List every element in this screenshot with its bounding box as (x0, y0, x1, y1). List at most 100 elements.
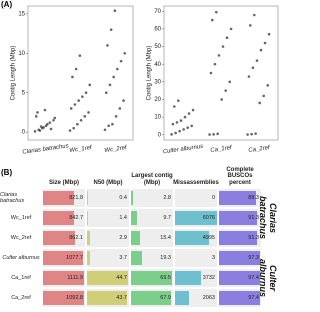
panel-label: (B) (1, 168, 13, 177)
value-label: 2063 (202, 295, 215, 301)
bar (43, 231, 76, 245)
point (262, 94, 265, 98)
value-label: 69.5 (160, 275, 171, 281)
table-cell: 88.3 (218, 188, 262, 208)
value-label: 91.3 (248, 215, 259, 221)
table-cell: 19.3 (130, 248, 174, 268)
value-label: 6076 (202, 215, 215, 221)
point (213, 62, 217, 66)
point (191, 108, 195, 112)
table-cell: 842.7 (42, 208, 86, 228)
table-cell: 1111.9 (42, 268, 86, 288)
group-label: Clarias batrachus (258, 196, 278, 240)
point (212, 133, 215, 136)
panel-b: Size (Mbp) 821.8 842.7 862.1 1077.7 1111.9 109… (0, 166, 281, 312)
value-label: 1111.9 (67, 275, 83, 281)
point (84, 91, 88, 95)
column-header: N50 (Mbp) (93, 179, 123, 186)
value-label: 9.7 (163, 215, 171, 221)
table-cell: 97.3 (218, 248, 262, 268)
y-tick-label: 10 (154, 115, 161, 121)
bar (87, 291, 127, 305)
value-label: 3732 (202, 275, 215, 281)
value-label: 2.8 (163, 195, 171, 201)
table-cell: 1.4 (86, 208, 130, 228)
y-tick-label: 70 (154, 9, 161, 15)
plot-area (27, 5, 134, 141)
bar (43, 291, 84, 305)
y-tick-label: 0 (22, 130, 26, 136)
table-cell: 69.5 (130, 268, 174, 288)
point (259, 48, 263, 52)
row-label: Wc_2ref (10, 235, 32, 241)
bar (175, 211, 217, 225)
point (103, 128, 107, 132)
bar (131, 211, 137, 225)
value-label: 0.4 (119, 195, 127, 201)
point (177, 99, 180, 102)
x-tick-label: Ca_1ref (210, 145, 233, 154)
y-tick-label: 5 (22, 90, 26, 96)
bar (219, 291, 260, 305)
point (172, 105, 176, 108)
y-tick-label: 10 (18, 51, 25, 57)
table-cell: 91.3 (218, 228, 262, 248)
y-axis-label: Contig Length (Mbp) (11, 46, 17, 101)
bar (219, 271, 260, 285)
bar (87, 231, 90, 245)
y-tick-label: 40 (154, 62, 161, 68)
point (71, 75, 74, 79)
point (76, 122, 79, 126)
table-cell: 3 (174, 248, 218, 268)
column-header: Largest contig (Mbp) (131, 173, 173, 186)
table-cell: 0.4 (86, 188, 130, 208)
value-label: 91.3 (248, 235, 259, 241)
bar (43, 251, 84, 265)
table-cell: 3.7 (86, 248, 130, 268)
value-label: 43.7 (116, 295, 127, 301)
x-tick-label: Wc_2ref (104, 145, 128, 154)
point (228, 80, 232, 84)
table-cell: 2.9 (86, 228, 130, 248)
value-label: 97.3 (248, 255, 259, 261)
point (46, 122, 49, 126)
point (215, 10, 218, 14)
bar (87, 251, 91, 265)
point (74, 67, 78, 71)
point (170, 133, 173, 136)
point (87, 111, 90, 114)
bar (131, 291, 171, 305)
row-label: Culter alburnus (2, 255, 40, 261)
point (182, 128, 185, 131)
column-header: Missassemblies (173, 179, 219, 186)
point (119, 59, 123, 63)
x-tick-label: Wc_1ref (69, 145, 93, 154)
point (267, 32, 271, 36)
point (68, 129, 72, 132)
point (72, 126, 76, 130)
table-cell: 4995 (174, 228, 218, 248)
point (255, 59, 259, 62)
point (183, 115, 187, 119)
value-label: 3 (211, 255, 215, 261)
panel-a: 0 5 10 15 Contig Length (Mbp) Clarias batrach… (11, 5, 279, 156)
table-cell: 9.7 (130, 208, 174, 228)
column-header: Size (Mbp) (49, 179, 79, 186)
x-tick-label: Culter alburnus (163, 144, 204, 156)
point (34, 115, 38, 118)
point (187, 112, 191, 115)
row-label: Ca_1ref (11, 275, 31, 281)
value-label: 97.4 (248, 295, 259, 301)
value-label: 3.7 (119, 255, 127, 261)
y-tick-label: 50 (154, 44, 161, 50)
point (114, 115, 118, 118)
x-tick-label: Ca_2ref (248, 145, 271, 154)
bar (219, 191, 257, 205)
point (53, 116, 57, 120)
point (171, 122, 175, 126)
point (208, 133, 211, 136)
table-cell: 97.4 (218, 268, 262, 288)
value-label: 67.9 (160, 295, 171, 301)
point (108, 83, 112, 87)
point (229, 27, 233, 31)
